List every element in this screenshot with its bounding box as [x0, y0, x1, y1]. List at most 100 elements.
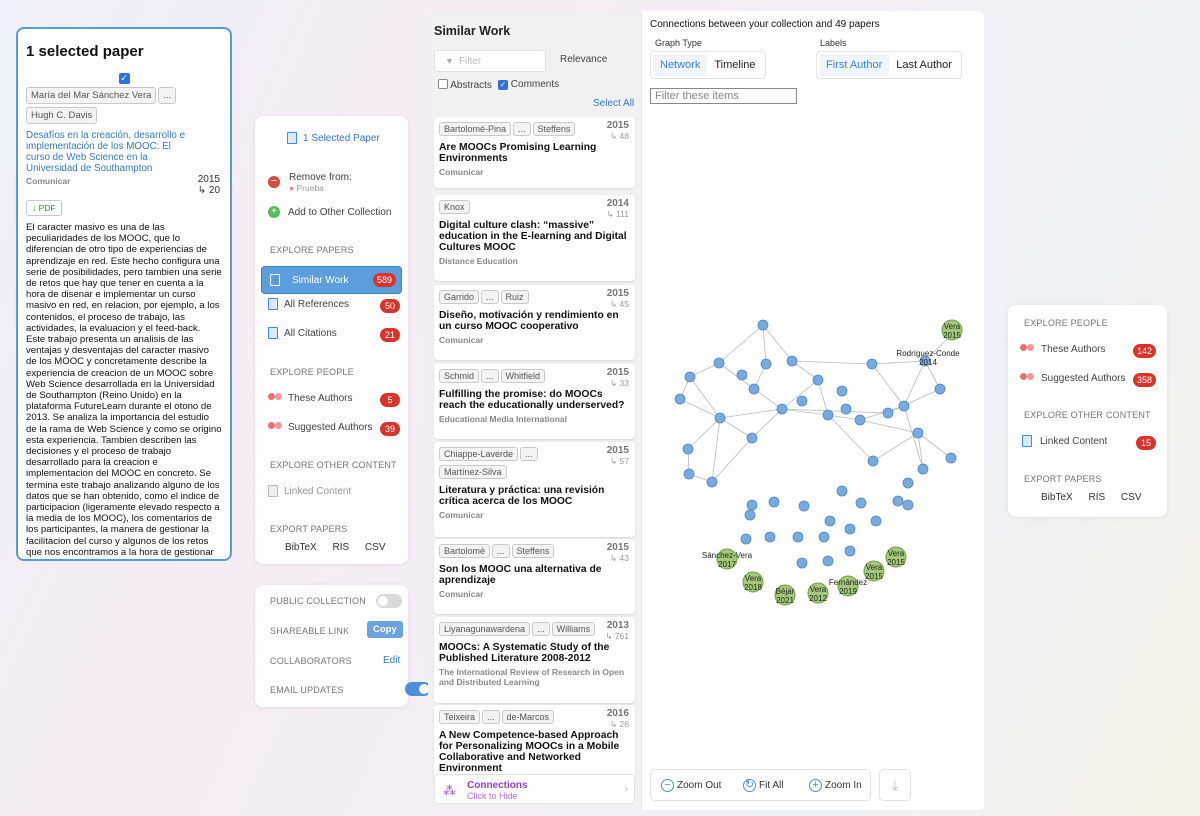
graph-node[interactable] [740, 533, 752, 545]
author-chip[interactable]: Martínez-Silva [439, 465, 507, 479]
fit-all-button[interactable]: ↻ Fit All [743, 779, 783, 792]
export-ris[interactable]: RIS [1088, 492, 1106, 503]
graph-type-network[interactable]: Network [653, 54, 708, 76]
selected-papers-row[interactable]: 1 Selected Paper [287, 132, 380, 145]
author-chip[interactable]: Teixeira [439, 710, 481, 724]
graph-node[interactable] [764, 531, 776, 543]
graph-node[interactable] [798, 500, 810, 512]
graph-node[interactable] [882, 407, 894, 419]
author-chip[interactable]: Knox [439, 200, 470, 214]
graph-node[interactable] [682, 443, 694, 455]
export-csv[interactable]: CSV [1120, 492, 1142, 503]
labels-first-author[interactable]: First Author [819, 54, 890, 76]
graph-node[interactable] [796, 557, 808, 569]
graph-node[interactable] [934, 383, 946, 395]
graph-node[interactable] [844, 545, 856, 557]
author-ellipsis-chip[interactable]: ... [532, 622, 550, 636]
labels-last-author[interactable]: Last Author [896, 59, 952, 71]
author-chip[interactable]: Chiappe-Laverde [439, 447, 519, 461]
graph-filter-input[interactable]: Filter these items [650, 88, 797, 104]
author-chip[interactable]: María del Mar Sánchez Vera [26, 87, 157, 104]
list-item[interactable]: Bartolomé-Pina... Steffens 2015 ↳ 48 Are … [434, 117, 635, 188]
graph-node[interactable] [945, 452, 957, 464]
graph-node[interactable] [919, 355, 931, 367]
graph-collection-node[interactable] [863, 560, 885, 582]
graph-node[interactable] [713, 357, 725, 369]
graph-node[interactable] [840, 403, 852, 415]
graph-node[interactable] [760, 358, 772, 370]
author-chip[interactable]: Bartolomé-Pina [439, 122, 512, 136]
selected-paper-title[interactable]: Desafíos en la creación, desarrollo e im… [26, 130, 186, 174]
zoom-out-button[interactable]: − Zoom Out [661, 779, 721, 792]
graph-node[interactable] [714, 412, 726, 424]
author-chip[interactable]: Ruiz [500, 290, 529, 304]
export-ris[interactable]: RIS [332, 542, 350, 553]
abstracts-checkbox[interactable] [438, 79, 448, 89]
author-chip[interactable]: Whitfield [500, 369, 546, 383]
zoom-in-button[interactable]: + Zoom In [809, 779, 862, 792]
linked-content-row[interactable]: Linked Content 15 [1022, 435, 1156, 450]
graph-node[interactable] [746, 432, 758, 444]
author-ellipsis-chip[interactable]: ... [158, 87, 177, 104]
add-to-collection-row[interactable]: + Add to Other Collection [268, 206, 391, 219]
export-bibtex[interactable]: BibTeX [285, 542, 317, 553]
list-item[interactable]: Liyanagunawardena... Williams 2013 ↳ 761 … [434, 617, 635, 703]
graph-node[interactable] [867, 455, 879, 467]
graph-collection-node[interactable] [742, 571, 764, 593]
linked-content-row[interactable]: Linked Content [268, 485, 351, 498]
author-ellipsis-chip[interactable]: ... [520, 447, 538, 461]
graph-node[interactable] [683, 468, 695, 480]
list-item[interactable]: Knox 2014 ↳ 111 Digital culture clash: “… [434, 195, 635, 281]
suggested-authors-row[interactable]: Suggested Authors 358 [1020, 372, 1156, 387]
similar-filter-input[interactable]: ▼ Filter [434, 50, 546, 72]
list-item[interactable]: Schmid... Whitfield 2015 ↳ 33 Fulfilling … [434, 364, 635, 439]
pdf-button[interactable]: ↓ PDF [26, 200, 62, 216]
graph-node[interactable] [822, 409, 834, 421]
graph-node[interactable] [866, 358, 878, 370]
graph-node[interactable] [748, 383, 760, 395]
graph-node[interactable] [855, 497, 867, 509]
graph-node[interactable] [684, 371, 696, 383]
graph-node[interactable] [824, 515, 836, 527]
graph-node[interactable] [796, 395, 808, 407]
author-chip[interactable]: Garrido [439, 290, 480, 304]
author-chip[interactable]: Liyanagunawardena [439, 622, 531, 636]
suggested-authors-row[interactable]: Suggested Authors 39 [268, 421, 400, 436]
author-ellipsis-chip[interactable]: ... [481, 290, 499, 304]
author-chip[interactable]: Steffens [532, 122, 576, 136]
graph-node[interactable] [818, 531, 830, 543]
nav-all-citations[interactable]: All Citations 21 [268, 327, 400, 342]
list-item[interactable]: Teixeira... de-Marcos 2016 ↳ 26 A New Com… [434, 705, 635, 785]
download-button[interactable]: ⤓ [879, 769, 911, 801]
graph-node[interactable] [898, 400, 910, 412]
graph-node[interactable] [822, 555, 834, 567]
graph-type-timeline[interactable]: Timeline [714, 59, 756, 71]
remove-from-row[interactable]: − Remove from: ● Prueba [268, 172, 398, 193]
copy-link-button[interactable]: Copy [367, 621, 403, 638]
author-chip[interactable]: Bartolomé [439, 544, 491, 558]
graph-collection-node[interactable] [941, 319, 963, 341]
graph-node[interactable] [706, 476, 718, 488]
export-bibtex[interactable]: BibTeX [1041, 492, 1073, 503]
graph-node[interactable] [776, 403, 788, 415]
graph-node[interactable] [836, 485, 848, 497]
comments-toggle[interactable]: ✓ Comments [498, 79, 559, 90]
graph-collection-node[interactable] [837, 575, 859, 597]
author-chip[interactable]: Steffens [511, 544, 555, 558]
graph-node[interactable] [844, 523, 856, 535]
these-authors-row[interactable]: These Authors 5 [268, 392, 400, 407]
author-ellipsis-chip[interactable]: ... [513, 122, 531, 136]
author-chip[interactable]: Schmid [439, 369, 480, 383]
these-authors-row[interactable]: These Authors 142 [1020, 343, 1156, 358]
graph-node[interactable] [854, 414, 866, 426]
email-updates-toggle[interactable] [405, 682, 432, 696]
graph-node[interactable] [912, 427, 924, 439]
graph-node[interactable] [674, 393, 686, 405]
graph-node[interactable] [757, 319, 769, 331]
abstracts-toggle[interactable]: Abstracts [438, 79, 492, 91]
graph-collection-node[interactable] [807, 582, 829, 604]
graph-collection-node[interactable] [885, 546, 907, 568]
graph-node[interactable] [917, 463, 929, 475]
sort-select[interactable]: Relevance [560, 54, 608, 65]
